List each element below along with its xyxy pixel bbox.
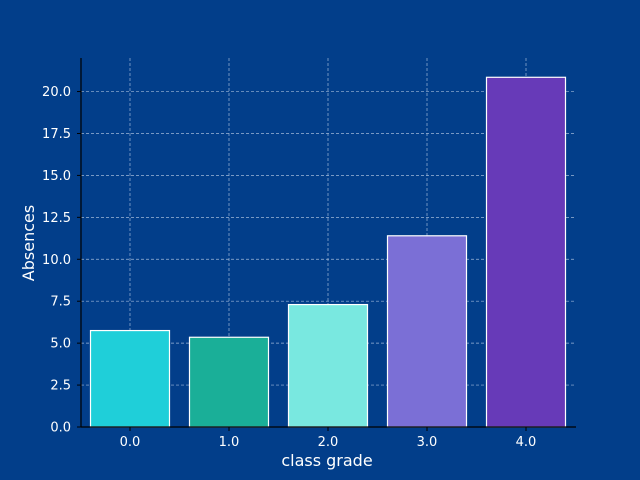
y-tick-label: 2.5: [50, 379, 71, 394]
y-tick-label: 0.0: [50, 421, 71, 436]
bar-3.0: [386, 235, 468, 428]
x-tick-label: 0.0: [120, 435, 141, 450]
x-tick-label: 2.0: [318, 435, 339, 450]
x-axis-label: class grade: [281, 451, 372, 470]
y-tick-label: 15.0: [42, 169, 71, 184]
y-tick-label: 20.0: [42, 85, 71, 100]
y-tick-label: 5.0: [50, 337, 71, 352]
bar-1.0: [188, 336, 270, 428]
y-tick-label: 10.0: [42, 253, 71, 268]
y-tick-label: 12.5: [42, 211, 71, 226]
axes: [77, 58, 576, 431]
x-tick-label: 4.0: [516, 435, 537, 450]
bars: [89, 76, 567, 428]
bar-0.0: [89, 329, 171, 428]
y-tick-label: 7.5: [50, 295, 71, 310]
bar-4.0: [485, 76, 567, 428]
bar-2.0: [287, 303, 369, 428]
tick-labels: 0.0 2.5 5.0 7.5 10.0 12.5 15.0 17.5 20.0 0.0 1.0 2.…: [42, 85, 536, 450]
y-tick-label: 17.5: [42, 127, 71, 142]
x-tick-label: 3.0: [417, 435, 438, 450]
y-axis-label: Absences: [19, 205, 38, 281]
x-tick-label: 1.0: [219, 435, 240, 450]
